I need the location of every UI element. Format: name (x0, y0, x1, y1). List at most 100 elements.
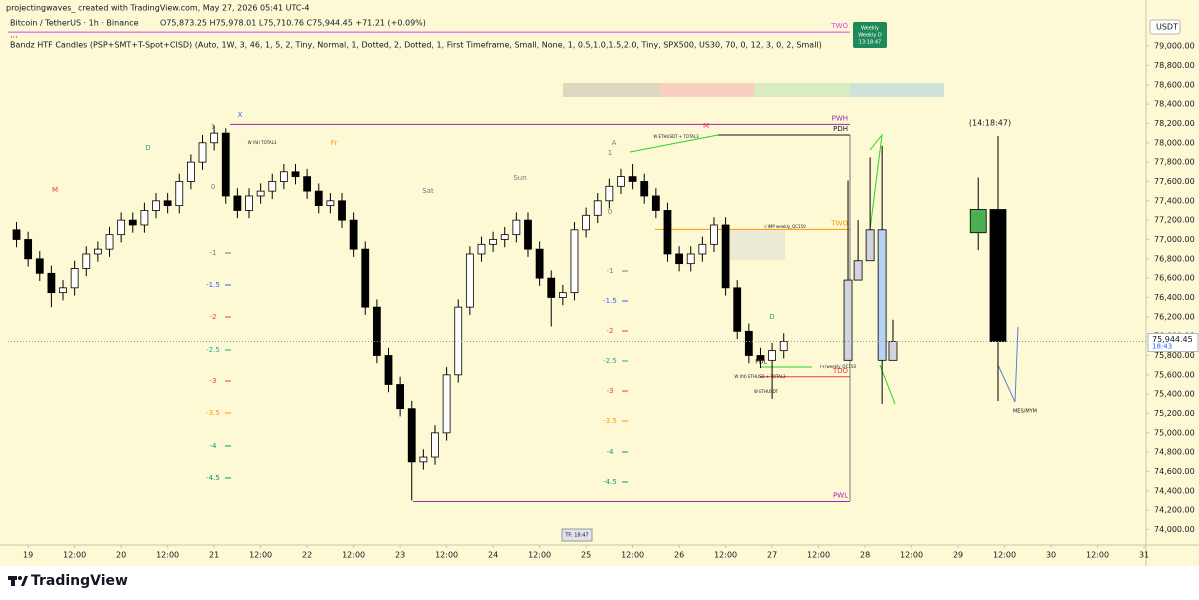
candle-body (651, 195, 660, 211)
x-tick-label: 12:00 (900, 551, 923, 560)
candle-body (756, 355, 765, 361)
x-tick-label: 30 (1046, 551, 1056, 560)
candle-body (349, 219, 358, 250)
annotation: -3.5 (603, 417, 617, 425)
credit: projectingwaves_ created with TradingVie… (6, 4, 309, 13)
candle-body (698, 243, 707, 255)
candle-body (338, 200, 346, 221)
candle-body (24, 239, 33, 260)
x-tick-label: 12:00 (807, 551, 830, 560)
level-label: PWH (832, 114, 848, 122)
y-tick-label: 77,800.00 (1154, 158, 1195, 167)
annotation: 1 (608, 149, 612, 157)
level-label: TDO (832, 367, 849, 375)
y-tick-label: 77,000.00 (1154, 235, 1195, 244)
annotation: Sun (513, 174, 526, 182)
candle-body (535, 248, 544, 279)
annotation: W ETHUSDT + TOTAL3 (653, 134, 699, 139)
annotation: W (fd) TOTAL3 (248, 140, 277, 145)
x-tick-label: 12:00 (714, 551, 737, 560)
y-tick-label: 75,800.00 (1154, 351, 1195, 360)
candle-body (733, 287, 742, 332)
ohlc: O75,873.25 H75,978.01 L75,710.76 C75,944… (160, 19, 426, 28)
x-tick-label: 28 (860, 551, 870, 560)
annotation: Sat (422, 187, 434, 195)
y-tick-label: 78,200.00 (1154, 119, 1195, 128)
x-tick-label: 12:00 (156, 551, 179, 560)
y-tick-label: 75,000.00 (1154, 428, 1195, 437)
annotation: -4 (210, 442, 218, 450)
x-tick-label: 21 (209, 551, 219, 560)
candle-body (768, 350, 776, 361)
last-price-box (1147, 333, 1199, 353)
annotation: M (52, 186, 58, 194)
level-label: PWL (833, 491, 848, 499)
x-tick-label: 12:00 (435, 551, 458, 560)
annotation: TF: 18:47 (564, 533, 588, 539)
annotation: -4.5 (206, 474, 220, 482)
candle-body (989, 209, 1007, 342)
candle-body (843, 279, 853, 361)
annotation: PDL (755, 359, 767, 366)
y-tick-label: 78,000.00 (1154, 138, 1195, 147)
x-tick-label: 26 (674, 551, 684, 560)
y-tick-label: 74,400.00 (1154, 486, 1195, 495)
annotation: -2.5 (206, 346, 220, 354)
y-tick-label: 77,400.00 (1154, 196, 1195, 205)
candle-body (93, 248, 102, 255)
y-tick-label: 75,200.00 (1154, 409, 1195, 418)
weekly-label: 13:18:47 (859, 40, 881, 46)
candle-body (163, 200, 172, 207)
candle-body (186, 161, 195, 182)
x-tick-label: 31 (1139, 551, 1149, 560)
candle-body (279, 171, 288, 182)
candle-body (419, 456, 428, 463)
annotation: (-)MP weekly_QC150 (764, 224, 806, 229)
y-tick-label: 75,400.00 (1154, 390, 1195, 399)
candle-body (82, 253, 91, 269)
annotation: X (238, 111, 243, 119)
candle-body (361, 248, 370, 308)
annotation: -3 (607, 387, 614, 395)
smt-line (997, 326, 1019, 403)
candle-body (256, 190, 265, 197)
x-tick-label: 20 (116, 551, 126, 560)
session-box (754, 83, 850, 97)
level-label: TWO (830, 22, 848, 30)
annotation: W (fd) ETHUSD + TOTAL3 (734, 374, 786, 379)
candle-body (117, 219, 126, 236)
candle-body (877, 229, 887, 361)
candle-body (326, 200, 335, 207)
y-tick-label: 78,600.00 (1154, 80, 1195, 89)
y-tick-label: 74,000.00 (1154, 525, 1195, 534)
candle-body (152, 200, 160, 211)
x-tick-label: 24 (488, 551, 498, 560)
candle-body (291, 171, 300, 178)
candle-body (524, 219, 532, 250)
candle-body (617, 176, 625, 187)
x-tick-label: 25 (581, 551, 591, 560)
annotation: -3.5 (206, 409, 220, 417)
session-box (660, 83, 754, 97)
candle-body (721, 224, 730, 289)
annotation: W ETHUSDT (754, 389, 779, 394)
candle-body (853, 260, 863, 281)
annotation: -1 (210, 249, 217, 257)
annotation: -4 (607, 448, 615, 456)
annotation: -3 (210, 377, 217, 385)
countdown: 18:43 (1152, 343, 1172, 351)
logo-mark (21, 576, 28, 586)
annotation: -2 (210, 313, 217, 321)
candle-body (477, 243, 486, 255)
session-box (850, 83, 944, 97)
candle-body (500, 234, 509, 240)
candle-body (605, 185, 614, 202)
y-tick-label: 74,800.00 (1154, 448, 1195, 457)
y-tick-label: 76,400.00 (1154, 293, 1195, 302)
candle-body (59, 287, 67, 294)
candle-body (582, 214, 591, 231)
x-tick-label: 12:00 (249, 551, 272, 560)
annotation: 0 (608, 208, 612, 216)
candle-body (431, 432, 439, 458)
